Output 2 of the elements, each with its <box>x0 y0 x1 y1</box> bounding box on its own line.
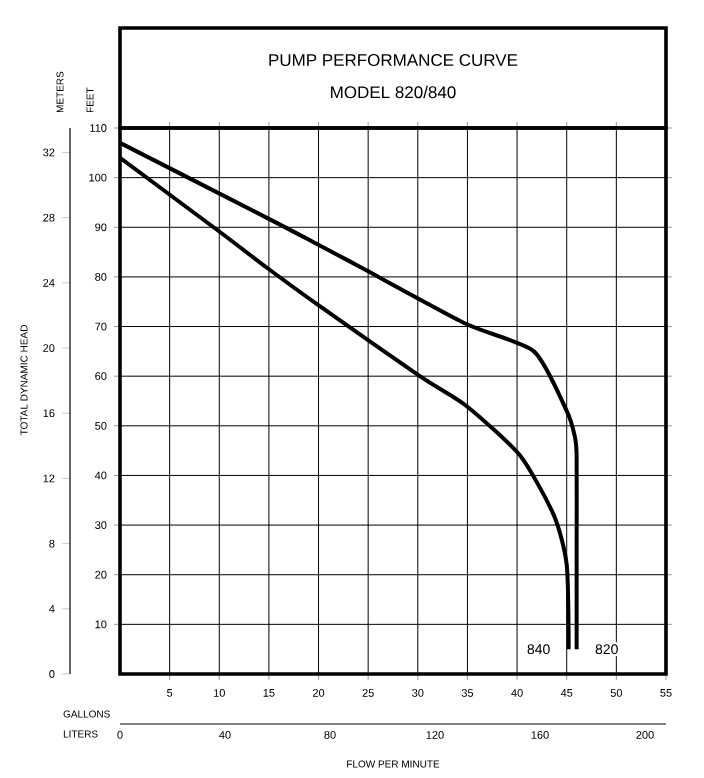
chart-subtitle: MODEL 820/840 <box>331 85 456 99</box>
chart-title: PUMP PERFORMANCE CURVE <box>269 54 518 67</box>
